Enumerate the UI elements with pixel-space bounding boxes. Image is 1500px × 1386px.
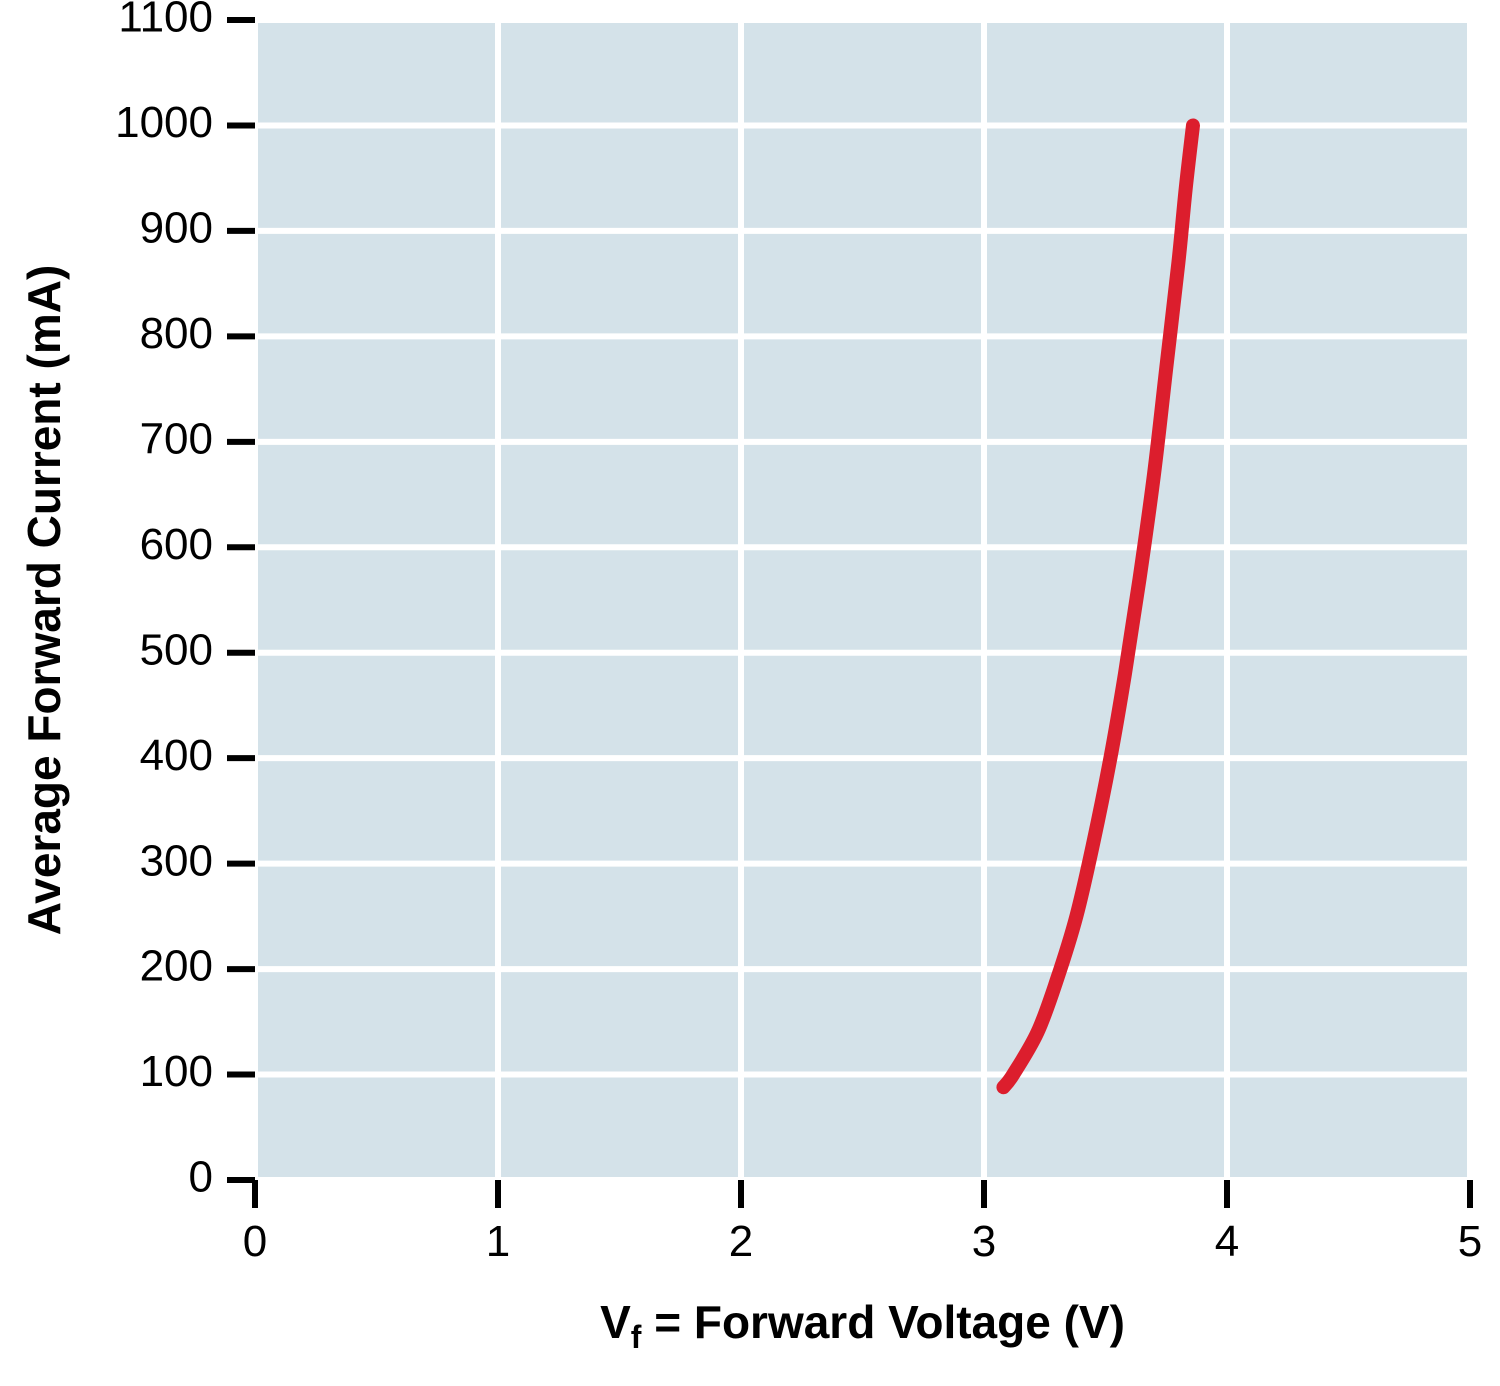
- x-tick-label: 1: [486, 1217, 510, 1266]
- x-axis-label-suffix: = Forward Voltage (V): [641, 1296, 1125, 1348]
- y-tick-label: 800: [140, 309, 213, 358]
- forward-voltage-current-chart: 0 100 200 300 400 500 600 700 800 900 1000 1100 0 1 2 3…: [0, 0, 1500, 1386]
- y-tick-label: 700: [140, 414, 213, 463]
- x-tick-label: 5: [1458, 1217, 1482, 1266]
- x-tick-label: 2: [729, 1217, 753, 1266]
- y-tick-label: 300: [140, 836, 213, 885]
- y-axis-label: Average Forward Current (mA): [18, 265, 70, 936]
- x-axis-label-subscript: f: [631, 1319, 642, 1355]
- x-tick-label: 4: [1215, 1217, 1239, 1266]
- x-tick-label: 3: [972, 1217, 996, 1266]
- plot-area: [255, 20, 1470, 1180]
- y-tick-label: 0: [189, 1153, 213, 1202]
- y-tick-label: 400: [140, 731, 213, 780]
- y-tick-label: 200: [140, 942, 213, 991]
- y-tick-label: 1000: [115, 98, 213, 147]
- y-tick-label: 900: [140, 204, 213, 253]
- x-tick-label: 0: [243, 1217, 267, 1266]
- chart-container: 0 100 200 300 400 500 600 700 800 900 1000 1100 0 1 2 3…: [0, 0, 1500, 1386]
- y-tick-label: 500: [140, 625, 213, 674]
- x-axis-label: Vf = Forward Voltage (V): [600, 1296, 1125, 1355]
- y-tick-label: 1100: [118, 0, 213, 42]
- y-tick-label: 100: [140, 1047, 213, 1096]
- y-tick-label: 600: [140, 520, 213, 569]
- x-axis-label-prefix: V: [600, 1296, 631, 1348]
